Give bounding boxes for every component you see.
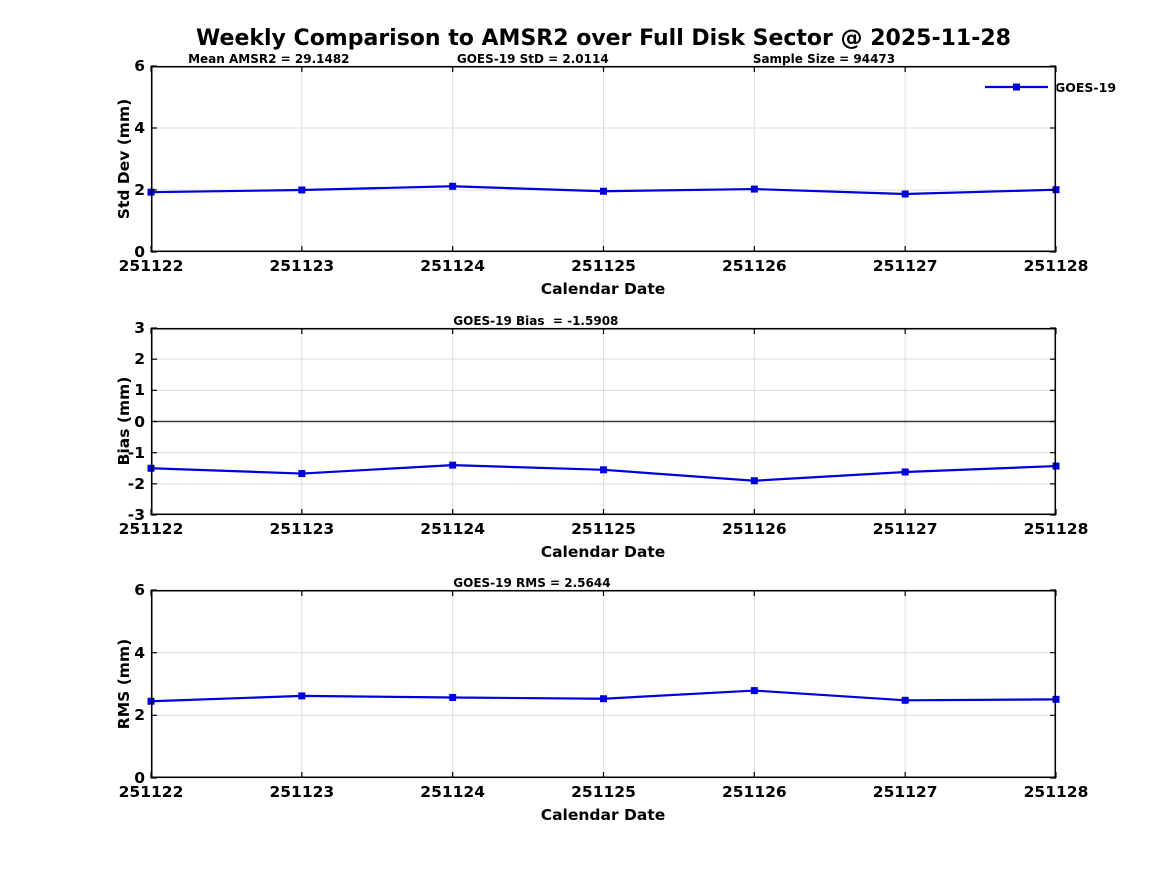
axes-border <box>151 328 1056 515</box>
y-tick-label: 2 <box>134 181 145 199</box>
bias-x-axis-label: Calendar Date <box>540 543 666 561</box>
x-tick-label: 251125 <box>571 783 636 801</box>
data-point-marker <box>147 464 155 472</box>
x-tick-label: 251127 <box>872 783 938 801</box>
x-tick-label: 251122 <box>118 520 184 538</box>
data-point-marker <box>1052 462 1060 470</box>
chart-title: Weekly Comparison to AMSR2 over Full Dis… <box>196 26 1011 51</box>
x-tick-label: 251128 <box>1023 783 1089 801</box>
axes-border <box>151 66 1056 252</box>
data-point-marker <box>147 697 155 705</box>
data-point-marker <box>449 461 457 469</box>
data-point-marker <box>600 695 607 703</box>
rms-plot-area <box>147 589 1060 779</box>
x-tick-label: 251126 <box>721 783 787 801</box>
data-point-marker <box>298 186 306 194</box>
data-point-marker <box>147 188 155 196</box>
y-tick-label: 0 <box>134 769 145 787</box>
series-line-GOES-19 <box>150 464 1057 482</box>
data-point-marker <box>449 693 457 701</box>
rms-y-axis-label: RMS (mm) <box>115 638 133 730</box>
annotation: Sample Size = 94473 <box>752 52 896 66</box>
bias-plot-area <box>147 327 1060 516</box>
data-point-marker <box>750 185 758 193</box>
x-tick-label: 251122 <box>118 257 184 275</box>
y-tick-label: -2 <box>127 474 145 493</box>
x-tick-label: 251125 <box>571 520 636 538</box>
series-line-GOES-19 <box>150 689 1057 703</box>
y-tick-label: 0 <box>134 412 145 431</box>
std-dev-plot-area <box>147 65 1060 253</box>
std-dev-x-axis-label: Calendar Date <box>540 280 666 298</box>
x-tick-label: 251123 <box>269 257 335 275</box>
y-tick-label: 6 <box>134 57 145 75</box>
y-tick-label: -3 <box>127 506 145 524</box>
y-tick-label: 4 <box>134 119 145 137</box>
data-point-marker <box>901 468 909 476</box>
legend-marker <box>1013 83 1020 91</box>
x-tick-label: 251125 <box>571 257 636 275</box>
data-point-marker <box>600 466 607 474</box>
annotation: GOES-19 Bias = -1.5908 <box>453 314 619 328</box>
data-point-marker <box>298 470 306 478</box>
x-tick-label: 251128 <box>1023 520 1089 538</box>
y-tick-label: 4 <box>134 643 145 662</box>
x-tick-label: 251124 <box>420 520 486 538</box>
series-line-GOES-19 <box>150 185 1057 196</box>
y-tick-label: 2 <box>134 350 145 369</box>
data-point-marker <box>298 692 306 700</box>
x-tick-label: 251127 <box>872 257 938 275</box>
y-tick-label: 2 <box>134 706 145 725</box>
x-tick-label: 251128 <box>1023 257 1089 275</box>
data-point-marker <box>1052 695 1060 703</box>
x-tick-label: 251126 <box>721 520 787 538</box>
legend: GOES-19 <box>985 79 1117 95</box>
x-tick-label: 251126 <box>721 257 787 275</box>
y-tick-label: 6 <box>134 581 145 599</box>
data-point-marker <box>901 696 909 704</box>
x-tick-label: 251127 <box>872 520 938 538</box>
x-tick-label: 251122 <box>118 783 184 801</box>
x-tick-label: 251124 <box>420 257 486 275</box>
y-tick-label: 0 <box>134 243 145 261</box>
axes-border <box>151 590 1056 778</box>
y-tick-label: -1 <box>127 443 145 462</box>
data-point-marker <box>901 190 909 198</box>
x-tick-label: 251123 <box>269 783 335 801</box>
data-point-marker <box>449 182 457 190</box>
rms-x-axis-label: Calendar Date <box>540 806 666 824</box>
x-tick-label: 251124 <box>420 783 486 801</box>
data-point-marker <box>750 687 758 695</box>
data-point-marker <box>750 477 758 485</box>
std-dev-y-axis-label: Std Dev (mm) <box>115 98 133 220</box>
data-point-marker <box>1052 186 1060 194</box>
annotation: Mean AMSR2 = 29.1482 <box>188 52 350 66</box>
annotation: GOES-19 RMS = 2.5644 <box>453 576 611 590</box>
annotation: GOES-19 StD = 2.0114 <box>456 52 609 66</box>
y-tick-label: 3 <box>134 319 145 337</box>
data-point-marker <box>600 187 607 195</box>
legend-label: GOES-19 <box>1055 79 1117 95</box>
y-tick-label: 1 <box>134 381 145 400</box>
x-tick-label: 251123 <box>269 520 335 538</box>
legend-line-marker-icon <box>985 83 1048 91</box>
